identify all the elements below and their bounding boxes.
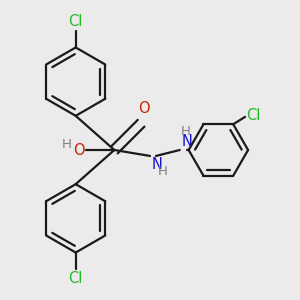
Text: H: H <box>158 165 167 178</box>
Text: O: O <box>138 101 150 116</box>
Text: O: O <box>73 142 85 158</box>
Text: Cl: Cl <box>247 108 261 123</box>
Text: Cl: Cl <box>68 14 83 29</box>
Text: N: N <box>181 134 192 148</box>
Text: Cl: Cl <box>68 271 83 286</box>
Text: H: H <box>62 138 72 151</box>
Text: H: H <box>181 125 191 138</box>
Text: N: N <box>152 158 162 172</box>
